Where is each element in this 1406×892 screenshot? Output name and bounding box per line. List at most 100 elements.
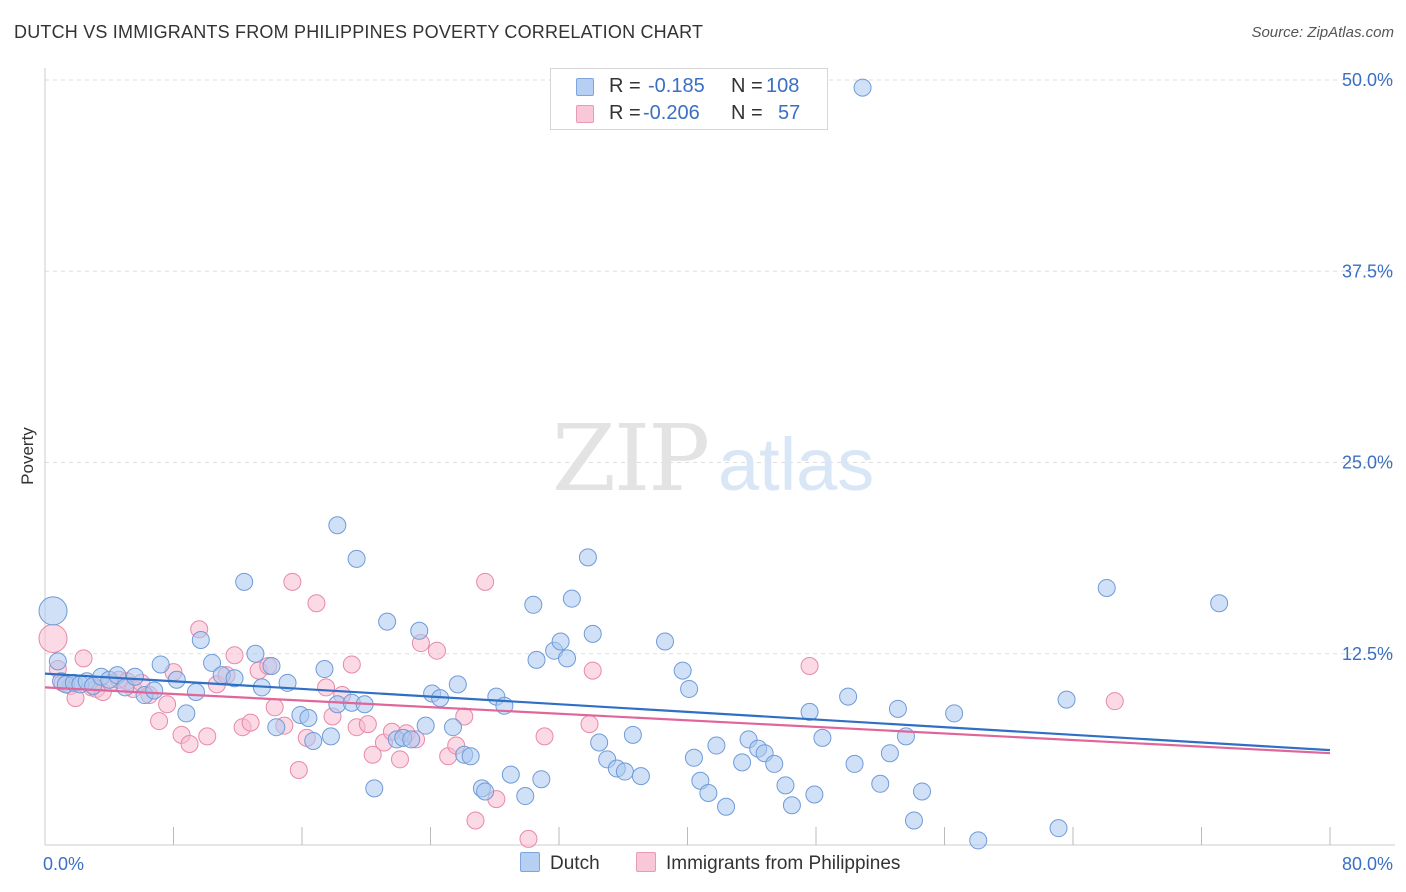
bottom-legend-dutch: Dutch bbox=[520, 852, 600, 875]
dutch-point bbox=[845, 754, 864, 773]
dutch-point bbox=[684, 748, 703, 767]
dutch-point bbox=[623, 725, 642, 744]
dutch-point bbox=[839, 687, 858, 706]
dutch-point bbox=[673, 661, 692, 680]
dutch-point bbox=[304, 731, 323, 750]
trend-lines bbox=[44, 672, 1331, 755]
x-tick-label-max: 80.0% bbox=[1342, 854, 1393, 874]
dutch-point bbox=[262, 656, 281, 675]
bottom-legend-philippines: Immigrants from Philippines bbox=[636, 852, 900, 875]
legend-r-value: -0.206 bbox=[643, 102, 700, 124]
dutch-point bbox=[416, 716, 435, 735]
dutch-point bbox=[151, 655, 170, 674]
dutch-point bbox=[680, 679, 699, 698]
philippines-point bbox=[317, 678, 336, 697]
watermark-atlas: atlas bbox=[718, 423, 874, 506]
philippines-point bbox=[74, 649, 93, 668]
philippines-point bbox=[476, 572, 495, 591]
dutch-point bbox=[888, 699, 907, 718]
dutch-point bbox=[707, 736, 726, 755]
trend-line-philippines bbox=[44, 686, 1331, 755]
philippines-point bbox=[358, 715, 377, 734]
y-axis-label: Poverty bbox=[18, 427, 37, 485]
dutch-point bbox=[527, 650, 546, 669]
dutch-point bbox=[813, 728, 832, 747]
dutch-point bbox=[516, 787, 535, 806]
philippines-point bbox=[390, 750, 409, 769]
philippines-point bbox=[150, 712, 169, 731]
x-axis-ticks bbox=[173, 827, 1331, 845]
dutch-point bbox=[501, 765, 520, 784]
dutch-point bbox=[476, 782, 495, 801]
dutch-point bbox=[776, 776, 795, 795]
dutch-point bbox=[765, 754, 784, 773]
trend-line-dutch bbox=[44, 672, 1331, 752]
dutch-point bbox=[402, 730, 421, 749]
philippines-point bbox=[519, 829, 538, 848]
axes bbox=[44, 68, 1395, 846]
philippines-point bbox=[289, 761, 308, 780]
legend-r-label: R = bbox=[609, 102, 641, 124]
philippines-point bbox=[466, 811, 485, 830]
philippines-point bbox=[180, 735, 199, 754]
dutch-point bbox=[562, 589, 581, 608]
bottom-legend-swatch-dutch bbox=[520, 852, 540, 872]
y-tick-label: 50.0% bbox=[1342, 70, 1393, 90]
philippines-point bbox=[427, 641, 446, 660]
dutch-point bbox=[125, 667, 144, 686]
philippines-point bbox=[363, 745, 382, 764]
dutch-point bbox=[177, 704, 196, 723]
philippines-point bbox=[535, 727, 554, 746]
dutch-point bbox=[145, 681, 164, 700]
dutch-point bbox=[410, 621, 429, 640]
dutch-point bbox=[656, 632, 675, 651]
philippines-point bbox=[583, 661, 602, 680]
legend-box: R = -0.185 N = 108 R = -0.206 N = 57 bbox=[550, 68, 828, 130]
philippines-point bbox=[580, 715, 599, 734]
philippines-point bbox=[283, 572, 302, 591]
dutch-point bbox=[448, 675, 467, 694]
chart-title: DUTCH VS IMMIGRANTS FROM PHILIPPINES POV… bbox=[14, 22, 704, 42]
dutch-point bbox=[904, 811, 923, 830]
dutch-point bbox=[246, 644, 265, 663]
bottom-legend-label-philippines: Immigrants from Philippines bbox=[666, 853, 901, 874]
dutch-point bbox=[699, 783, 718, 802]
dutch-point bbox=[631, 767, 650, 786]
source-label: Source: ZipAtlas.com bbox=[1251, 24, 1394, 41]
dutch-point bbox=[365, 779, 384, 798]
dutch-point bbox=[203, 653, 222, 672]
dutch-point bbox=[717, 797, 736, 816]
bottom-legend-swatch-philippines bbox=[636, 852, 656, 872]
dutch-point bbox=[378, 612, 397, 631]
y-tick-label: 25.0% bbox=[1342, 453, 1393, 473]
philippines-point bbox=[800, 656, 819, 675]
dutch-point bbox=[235, 572, 254, 591]
dutch-point bbox=[800, 702, 819, 721]
legend-n-value: 108 bbox=[766, 75, 800, 97]
dutch-point bbox=[267, 718, 286, 737]
dutch-point bbox=[615, 762, 634, 781]
dutch-point bbox=[1097, 578, 1116, 597]
dutch-point bbox=[299, 709, 318, 728]
philippines-point bbox=[198, 727, 217, 746]
dutch-point bbox=[913, 782, 932, 801]
dutch-point bbox=[186, 683, 205, 701]
x-tick-label-min: 0.0% bbox=[43, 854, 84, 874]
philippines-point bbox=[307, 594, 326, 613]
y-axis-tick-labels: 12.5% 25.0% 37.5% 50.0% bbox=[1342, 70, 1393, 664]
dutch-point bbox=[315, 660, 334, 679]
dutch-point bbox=[38, 596, 68, 626]
dutch-point bbox=[969, 831, 988, 850]
watermark: ZIP atlas bbox=[552, 405, 874, 512]
dutch-point bbox=[167, 670, 186, 689]
dutch-point bbox=[590, 733, 609, 752]
philippines-point bbox=[225, 646, 244, 665]
dutch-point bbox=[328, 516, 347, 535]
dutch-point bbox=[191, 630, 210, 649]
dutch-point bbox=[1210, 594, 1229, 613]
dutch-point bbox=[551, 632, 570, 651]
legend-r-label: R = bbox=[609, 75, 641, 97]
dutch-point bbox=[853, 78, 872, 97]
dutch-point bbox=[1057, 690, 1076, 709]
